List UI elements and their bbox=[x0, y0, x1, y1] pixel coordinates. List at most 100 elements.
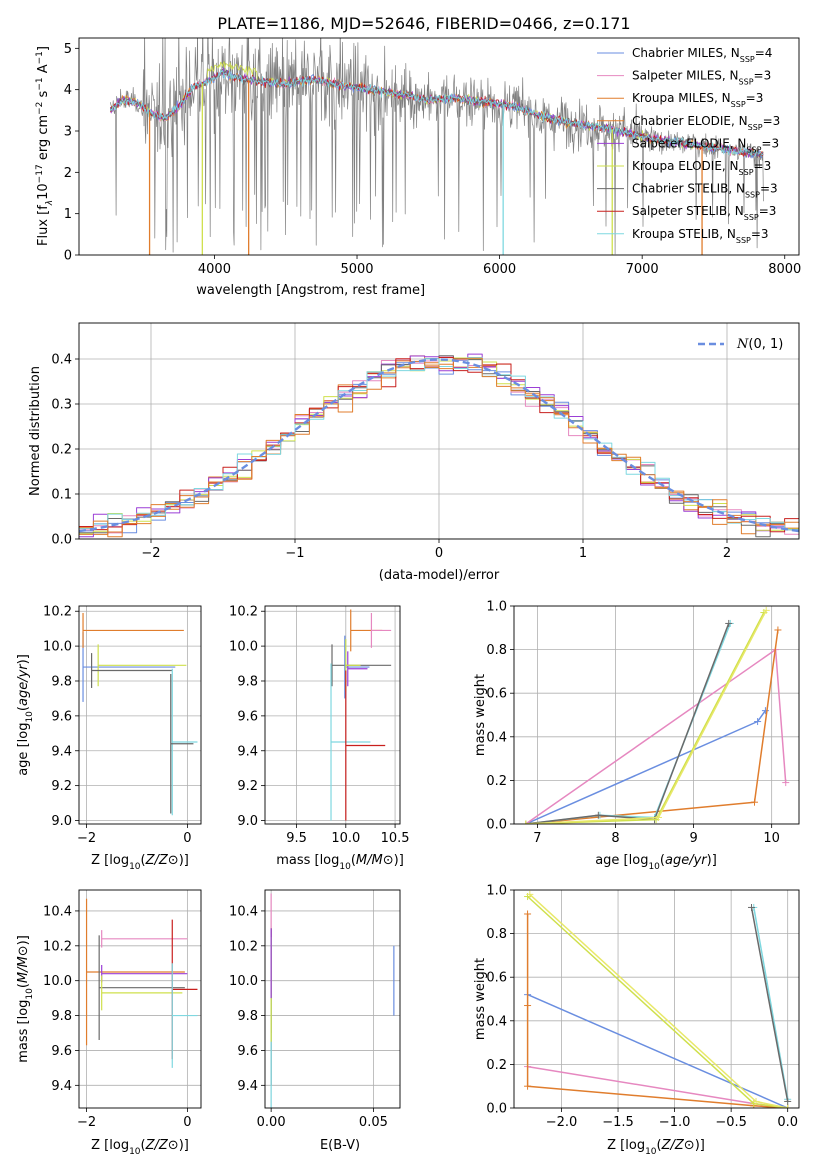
x-tick-label: −2 bbox=[141, 546, 160, 561]
label-part: mass [log bbox=[16, 1000, 31, 1063]
label-part: )] bbox=[16, 935, 31, 945]
plot-area bbox=[110, 38, 764, 255]
y-tick-label: 0.0 bbox=[486, 818, 507, 833]
x-tick-label: 0.05 bbox=[359, 1115, 388, 1130]
y-tick-label: 9.6 bbox=[51, 1044, 72, 1059]
x-tick-label: 9.5 bbox=[286, 831, 307, 846]
x-axis-label: (data-model)/error bbox=[379, 568, 500, 583]
label-part: M/M⊙ bbox=[356, 853, 394, 868]
y-tick-label: 0.8 bbox=[486, 927, 507, 942]
label-part: 10 bbox=[648, 862, 660, 872]
label-part: Z [log bbox=[91, 853, 129, 868]
legend-entry: Chabrier STELIB, NSSP=3 bbox=[632, 182, 778, 200]
label-part: mass [log bbox=[276, 853, 339, 868]
label-part: ( bbox=[657, 1138, 662, 1153]
y-tick-label: 1.0 bbox=[486, 600, 507, 615]
label-part: −2 bbox=[35, 102, 45, 115]
x-axis-label: E(B-V) bbox=[320, 1138, 360, 1153]
legend-entry: Kroupa MILES, NSSP=3 bbox=[632, 91, 763, 109]
legend-sub: SSP bbox=[744, 213, 759, 222]
label-part: −1 bbox=[35, 77, 45, 90]
x-tick-label: −1 bbox=[285, 546, 304, 561]
axes-frame bbox=[264, 889, 401, 1109]
label-part: s bbox=[36, 90, 51, 101]
legend-entry: Kroupa STELIB, NSSP=3 bbox=[632, 227, 769, 245]
y-tick-label: 9.2 bbox=[237, 779, 258, 794]
legend-name: Chabrier ELODIE, N bbox=[632, 114, 748, 128]
axes-age-vs-mass: 9.5 10.0 10.5 9.0 9.2 9.4 9.6 9.8 10.0 10.2 mass [… bbox=[229, 605, 410, 872]
weight-line-darkgray bbox=[750, 907, 789, 1102]
legend-sub: SSP bbox=[731, 100, 746, 109]
legend-suffix: =3 bbox=[759, 204, 777, 218]
legend-entry: Chabrier MILES, NSSP=4 bbox=[632, 46, 772, 64]
x-tick-label: 0 bbox=[183, 831, 191, 846]
x-tick-label: −1.0 bbox=[659, 1115, 691, 1130]
y-tick-label: 0.6 bbox=[486, 971, 507, 986]
x-tick-label: 10.5 bbox=[381, 831, 410, 846]
label-part: ( bbox=[16, 706, 31, 711]
x-tick-label: −2.0 bbox=[546, 1115, 578, 1130]
x-tick-label: 1 bbox=[579, 546, 587, 561]
y-tick-label: 10.4 bbox=[229, 904, 258, 919]
plot-area bbox=[514, 606, 799, 824]
y-tick-label: 10.0 bbox=[43, 974, 72, 989]
y-tick-label: 10.0 bbox=[43, 640, 72, 655]
axes-frame bbox=[513, 889, 800, 1109]
label-part: 10 bbox=[25, 711, 35, 723]
y-tick-label: 0 bbox=[64, 249, 72, 264]
y-tick-label: 0.8 bbox=[486, 643, 507, 658]
x-tick-label: 5000 bbox=[340, 262, 373, 277]
label-part: Z [log bbox=[607, 1138, 645, 1153]
x-tick-label: −1.5 bbox=[602, 1115, 634, 1130]
label-part: −1 bbox=[35, 51, 45, 64]
x-axis-label: Z [log10(Z/Z⊙)] bbox=[91, 853, 189, 872]
axes-mass-vs-ebv: 0.00 0.05 9.4 9.6 9.8 10.0 10.2 10.4 E(B-V) bbox=[229, 889, 401, 1153]
legend-name: Salpeter ELODIE, N bbox=[632, 136, 746, 150]
y-tick-label: 9.4 bbox=[237, 1079, 258, 1094]
y-tick-label: 10.0 bbox=[229, 640, 258, 655]
label-part: )] bbox=[695, 1138, 705, 1153]
label-part: )] bbox=[179, 1138, 189, 1153]
legend-name: Salpeter MILES, N bbox=[632, 69, 739, 83]
y-tick-label: 0.4 bbox=[486, 730, 507, 745]
legend-name: Kroupa ELODIE, N bbox=[632, 159, 739, 173]
y-tick-label: 0.4 bbox=[486, 1014, 507, 1029]
weight-line-darkgray bbox=[525, 623, 730, 824]
legend-name: Chabrier STELIB, N bbox=[632, 182, 745, 196]
y-tick-label: 0.4 bbox=[51, 353, 72, 368]
histogram-orange bbox=[79, 357, 799, 538]
legend-symbol: N bbox=[736, 337, 749, 352]
y-tick-label: 0.1 bbox=[51, 488, 72, 503]
weight-line-lightyellow bbox=[529, 893, 788, 1108]
label-part: Z/Z⊙ bbox=[661, 1138, 695, 1153]
label-part: 10 bbox=[339, 862, 351, 872]
y-axis-label: age [log10(age/yr)] bbox=[16, 654, 35, 776]
figure-title: PLATE=1186, MJD=52646, FIBERID=0466, z=0… bbox=[217, 14, 630, 33]
label-part: 10 bbox=[25, 988, 35, 1000]
label-part: 10 bbox=[645, 1147, 657, 1157]
label-part: )] bbox=[707, 853, 717, 868]
legend-suffix: =3 bbox=[754, 69, 772, 83]
x-axis-label: Z [log10(Z/Z⊙)] bbox=[607, 1138, 705, 1157]
label-part: ] bbox=[36, 46, 51, 51]
y-tick-label: 10.2 bbox=[229, 605, 258, 620]
y-tick-label: 9.4 bbox=[237, 744, 258, 759]
y-tick-label: 9.4 bbox=[51, 744, 72, 759]
x-axis-label: mass [log10(M/M⊙)] bbox=[276, 853, 404, 872]
x-tick-label: 6000 bbox=[483, 262, 516, 277]
x-tick-label: 10 bbox=[763, 831, 780, 846]
y-axis-label: mass weight bbox=[473, 674, 488, 756]
label-part: λ bbox=[45, 200, 55, 206]
label-part: Flux [f bbox=[36, 205, 51, 246]
y-tick-label: 0.0 bbox=[486, 1102, 507, 1117]
axes-frame bbox=[264, 605, 401, 825]
legend-sub: SSP bbox=[740, 55, 755, 64]
y-axis-label: mass weight bbox=[473, 958, 488, 1040]
legend-entry: Salpeter STELIB, NSSP=3 bbox=[632, 204, 776, 222]
y-tick-label: 10.2 bbox=[43, 939, 72, 954]
y-axis-label: Flux [fλ10−17 erg cm−2 s−1 A−1] bbox=[35, 46, 55, 246]
y-tick-label: 10.2 bbox=[229, 939, 258, 954]
legend-sub: SSP bbox=[745, 190, 760, 199]
